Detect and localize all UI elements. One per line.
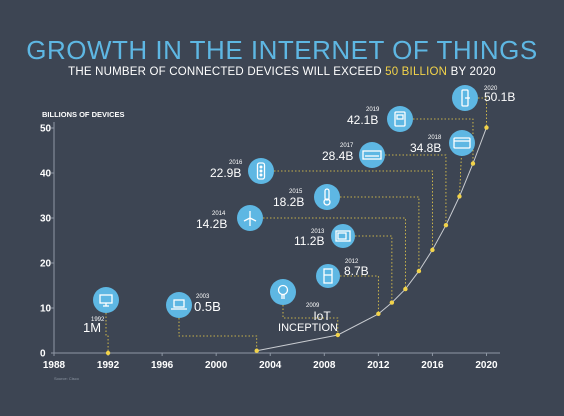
credit-card-icon <box>449 130 475 156</box>
data-label: 18.2B <box>273 195 304 209</box>
data-label: 11.2B <box>294 234 324 248</box>
lightbulb-icon <box>270 279 296 305</box>
leader-line <box>385 154 447 226</box>
year-label: 2014 <box>212 211 226 217</box>
x-tick-label: 2016 <box>421 360 444 371</box>
data-label: 0.5B <box>194 299 221 314</box>
year-label: 2016 <box>229 160 243 166</box>
data-point <box>389 300 395 305</box>
desktop-computer-icon <box>93 287 119 313</box>
thermometer-icon <box>314 184 340 210</box>
y-tick-label: 40 <box>40 169 52 180</box>
year-label: 2020 <box>484 86 498 92</box>
source-note: Source: Cisco <box>54 376 79 381</box>
leader-line <box>274 170 433 250</box>
year-label: 2003 <box>196 294 210 300</box>
chart-title: GROWTH IN THE INTERNET OF THINGS <box>26 35 538 65</box>
y-tick-label: 20 <box>40 259 52 270</box>
x-tick-label: 2012 <box>367 360 390 371</box>
data-label: 34.8B <box>410 141 441 155</box>
laptop-icon <box>166 292 192 318</box>
x-tick-label: 1996 <box>151 360 174 371</box>
subtitle-prefix: THE NUMBER OF CONNECTED DEVICES WILL EXC… <box>68 66 386 78</box>
refrigerator-icon <box>316 264 340 288</box>
leader-line <box>263 217 406 290</box>
data-point <box>403 286 408 292</box>
leader-line <box>340 275 379 314</box>
y-tick-label: 30 <box>40 214 52 225</box>
data-point <box>105 350 111 356</box>
data-label: 22.9B <box>210 166 241 180</box>
axes: 1988 1992 1996 2000 2004 2008 2012 2016 2020 0 10 2… <box>40 122 500 371</box>
year-label: 2013 <box>311 229 325 235</box>
leader-line <box>105 313 109 353</box>
year-label: 2009 <box>306 303 320 309</box>
data-label: INCEPTION <box>278 322 338 334</box>
data-point <box>376 311 381 317</box>
year-label: 1992 <box>91 317 105 323</box>
year-label: 2019 <box>366 107 380 113</box>
subtitle-highlight: 50 BILLION <box>385 66 448 78</box>
leader-line <box>413 118 474 164</box>
x-tick-label: 2004 <box>259 360 282 371</box>
leader-line <box>178 318 258 351</box>
data-point <box>254 348 259 353</box>
year-label: 2017 <box>340 143 354 149</box>
wind-turbine-icon <box>237 205 263 231</box>
smart-meter-icon <box>387 106 413 132</box>
year-label: 2018 <box>428 135 442 141</box>
data-label: 50.1B <box>484 90 515 104</box>
data-point <box>443 223 449 228</box>
x-tick-label: 2020 <box>475 360 498 371</box>
year-label: 2012 <box>345 259 359 265</box>
data-label: 1M <box>83 320 101 335</box>
y-tick-label: 0 <box>40 349 46 360</box>
data-label: IoT <box>313 309 331 323</box>
data-point <box>484 125 489 130</box>
chart-subtitle: THE NUMBER OF CONNECTED DEVICES WILL EXC… <box>0 66 564 78</box>
x-tick-label: 2008 <box>313 360 336 371</box>
x-tick-label: 2000 <box>205 360 228 371</box>
data-point <box>416 268 422 274</box>
y-axis-label: BILLIONS OF DEVICES <box>42 110 125 119</box>
leader-line <box>478 97 487 128</box>
y-tick-label: 10 <box>40 304 52 315</box>
x-tick-label: 1992 <box>97 360 120 371</box>
data-point <box>430 247 435 253</box>
y-tick-label: 50 <box>40 124 52 135</box>
data-label: 28.4B <box>322 149 353 163</box>
traffic-light-icon <box>248 158 274 184</box>
data-label: 8.7B <box>344 264 369 278</box>
data-point <box>335 332 341 338</box>
data-label: 14.2B <box>196 217 227 231</box>
door-lock-icon <box>452 85 478 111</box>
year-label: 2015 <box>289 189 303 195</box>
device-icons <box>93 85 478 318</box>
microwave-icon <box>331 224 355 248</box>
data-label: 42.1B <box>347 113 378 127</box>
data-point <box>470 161 476 166</box>
subtitle-suffix: BY 2020 <box>447 66 496 78</box>
leader-line <box>355 235 393 303</box>
air-conditioner-icon <box>359 142 385 168</box>
data-markers <box>105 125 489 356</box>
data-point <box>457 194 462 199</box>
x-tick-label: 1988 <box>43 360 66 371</box>
